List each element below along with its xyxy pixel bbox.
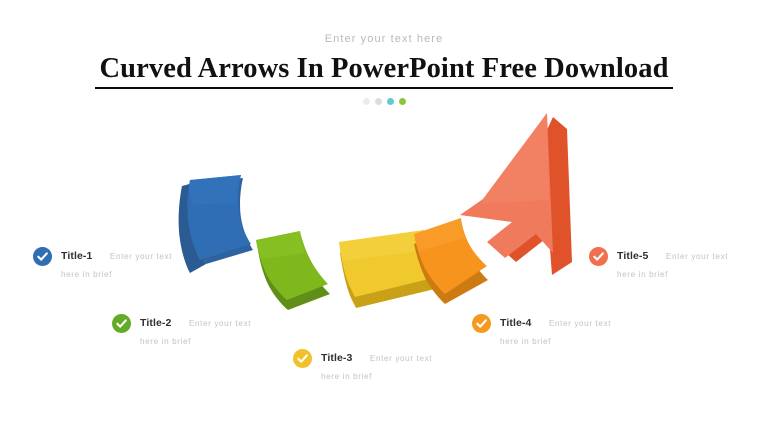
dot-1-icon — [362, 97, 370, 105]
callout-2-title: Title-2 — [140, 317, 172, 329]
callout-1-body-line1: Enter your text — [109, 252, 173, 261]
check-icon — [589, 247, 608, 266]
arrowhead-highlight — [480, 113, 549, 204]
check-icon — [472, 314, 491, 333]
callout-5-title: Title-5 — [617, 250, 649, 262]
callout-4-badge — [472, 314, 491, 333]
callout-4-body-line1: Enter your text — [548, 319, 612, 328]
callout-1-body-line2: here in brief — [61, 270, 113, 279]
segment-blue-highlight — [189, 175, 241, 205]
check-icon — [293, 349, 312, 368]
callout-5-body-line1: Enter your text — [665, 252, 729, 261]
dot-2-icon — [374, 97, 382, 105]
callout-2-badge — [112, 314, 131, 333]
callout-title-3[interactable]: Title-3 Enter your text here in brief — [293, 348, 432, 384]
callout-title-5[interactable]: Title-5 Enter your text here in brief — [589, 246, 728, 282]
callout-5-badge — [589, 247, 608, 266]
arrow-segment-green[interactable] — [256, 231, 330, 310]
check-icon — [33, 247, 52, 266]
callout-title-4[interactable]: Title-4 Enter your text here in brief — [472, 313, 611, 349]
segment-yellow-highlight — [339, 230, 426, 261]
callout-2-body-line2: here in brief — [140, 337, 192, 346]
dot-4-icon — [398, 97, 406, 105]
callout-1-badge — [33, 247, 52, 266]
callout-1-body: Enter your text here in brief — [61, 252, 172, 279]
callout-3-body: Enter your text here in brief — [321, 354, 432, 381]
callout-4-body: Enter your text here in brief — [500, 319, 611, 346]
check-icon — [112, 314, 131, 333]
header-kicker: Enter your text here — [324, 33, 444, 45]
callout-title-1[interactable]: Title-1 Enter your text here in brief — [33, 246, 172, 282]
callout-3-body-line2: here in brief — [321, 372, 373, 381]
decoration-dots — [0, 97, 768, 105]
callout-2-body: Enter your text here in brief — [140, 319, 251, 346]
arrow-segment-blue[interactable] — [178, 175, 253, 273]
callout-3-title: Title-3 — [321, 352, 353, 364]
page-title-underline: Curved Arrows In PowerPoint Free Downloa… — [95, 53, 673, 89]
slide-header: Enter your text here Curved Arrows In Po… — [0, 0, 768, 105]
callout-3-body-line1: Enter your text — [369, 354, 433, 363]
callout-3-text: Title-3 Enter your text here in brief — [321, 348, 432, 384]
callout-4-body-line2: here in brief — [500, 337, 552, 346]
callout-1-text: Title-1 Enter your text here in brief — [61, 246, 172, 282]
callout-2-text: Title-2 Enter your text here in brief — [140, 313, 251, 349]
callout-4-text: Title-4 Enter your text here in brief — [500, 313, 611, 349]
dot-3-icon — [386, 97, 394, 105]
page-title: Curved Arrows In PowerPoint Free Downloa… — [99, 53, 669, 84]
callout-1-title: Title-1 — [61, 250, 93, 262]
callout-5-body-line2: here in brief — [617, 270, 669, 279]
arrow-segment-yellow[interactable] — [339, 230, 439, 308]
callout-5-text: Title-5 Enter your text here in brief — [617, 246, 728, 282]
callout-title-2[interactable]: Title-2 Enter your text here in brief — [112, 313, 251, 349]
arrow-segment-arrowhead[interactable] — [460, 113, 572, 275]
callout-3-badge — [293, 349, 312, 368]
segment-green-highlight — [256, 231, 305, 259]
callout-4-title: Title-4 — [500, 317, 532, 329]
segment-orange-highlight — [414, 218, 465, 251]
callout-2-body-line1: Enter your text — [188, 319, 252, 328]
arrow-segment-orange[interactable] — [414, 218, 488, 304]
callout-5-body: Enter your text here in brief — [617, 252, 728, 279]
